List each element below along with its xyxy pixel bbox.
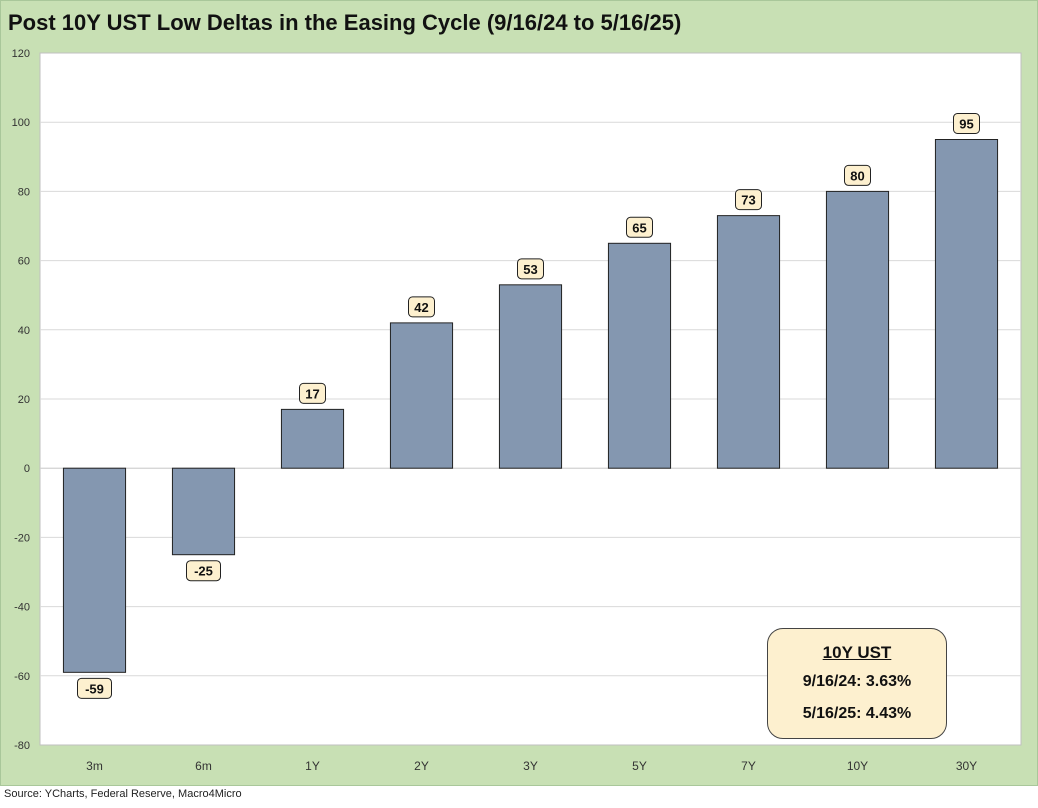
x-tick-label: 5Y (632, 759, 647, 773)
data-label-1Y: 17 (299, 382, 326, 404)
data-label-5Y: 65 (626, 216, 653, 238)
data-label-text: 65 (632, 220, 646, 235)
data-label-box (844, 164, 871, 186)
data-label-3m: -59 (77, 677, 112, 699)
x-tick-label: 3m (86, 759, 103, 773)
y-tick-label: -20 (14, 532, 30, 544)
bar-5Y (607, 242, 672, 469)
x-tick-label: 7Y (741, 759, 756, 773)
x-tick-label: 10Y (847, 759, 868, 773)
data-label-text: 53 (523, 262, 537, 277)
data-label-box (186, 560, 221, 582)
data-label-7Y: 73 (735, 189, 762, 211)
data-label-text: 95 (959, 117, 973, 132)
data-label-6m: -25 (186, 560, 221, 582)
chart-title: Post 10Y UST Low Deltas in the Easing Cy… (8, 10, 682, 35)
bar-3Y (498, 284, 563, 469)
data-label-box (626, 216, 653, 238)
source-note: Source: YCharts, Federal Reserve, Macro4… (4, 788, 242, 800)
ust-yield-annotation: 10Y UST 9/16/24: 3.63% 5/16/25: 4.43% (767, 628, 947, 739)
data-label-3Y: 53 (517, 258, 544, 280)
y-tick-label: 20 (18, 394, 30, 406)
y-tick-label: 120 (12, 48, 30, 60)
data-label-10Y: 80 (844, 164, 871, 186)
data-label-text: 17 (305, 386, 319, 401)
y-tick-label: -80 (14, 740, 30, 752)
annotation-line-start: 9/16/24: 3.63% (802, 673, 912, 690)
bar-7Y (716, 215, 781, 469)
annotation-line-end: 5/16/25: 4.43% (802, 705, 912, 722)
x-tick-label: 30Y (956, 759, 977, 773)
data-label-box (735, 189, 762, 211)
y-tick-label: -60 (14, 671, 30, 683)
y-tick-label: -40 (14, 602, 30, 614)
bar-1Y (280, 408, 345, 469)
data-label-box (299, 382, 326, 404)
data-label-box (77, 677, 112, 699)
y-tick-label: 40 (18, 325, 30, 337)
annotation-title: 10Y UST (822, 643, 892, 662)
bar-3m (62, 467, 127, 673)
data-label-box (517, 258, 544, 280)
x-tick-label: 2Y (414, 759, 429, 773)
data-label-box (408, 296, 435, 318)
data-label-box (953, 113, 980, 134)
x-tick-label: 3Y (523, 759, 538, 773)
bar-2Y (389, 322, 454, 469)
y-tick-label: 100 (12, 117, 30, 129)
bar-6m (171, 467, 236, 556)
data-label-2Y: 42 (408, 296, 435, 318)
y-tick-label: 60 (18, 256, 30, 268)
x-tick-label: 1Y (305, 759, 320, 773)
bar-30Y (934, 139, 999, 469)
x-tick-label: 6m (195, 759, 212, 773)
data-label-text: -59 (85, 681, 104, 696)
data-label-text: 42 (414, 300, 428, 315)
data-label-30Y: 95 (953, 113, 980, 134)
data-label-text: 73 (741, 193, 755, 208)
y-tick-label: 0 (24, 463, 30, 475)
y-tick-label: 80 (18, 186, 30, 198)
bar-10Y (825, 190, 890, 469)
data-label-text: 80 (850, 168, 864, 183)
data-label-text: -25 (194, 564, 213, 579)
